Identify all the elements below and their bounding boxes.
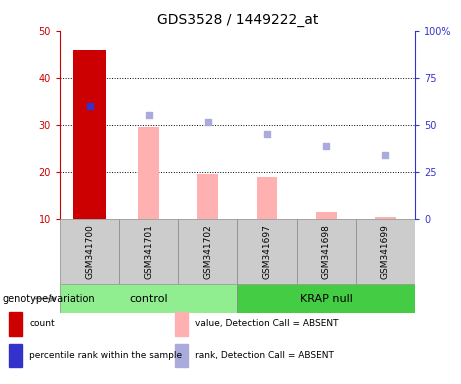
Bar xyxy=(257,177,278,219)
Text: KRAP null: KRAP null xyxy=(300,293,353,304)
Bar xyxy=(9,344,22,367)
Point xyxy=(86,103,93,109)
Point xyxy=(145,112,152,118)
Bar xyxy=(197,174,218,219)
Bar xyxy=(60,219,119,284)
Bar xyxy=(175,344,188,367)
Bar xyxy=(296,219,356,284)
Point xyxy=(322,143,330,149)
Bar xyxy=(60,284,237,313)
Text: count: count xyxy=(29,319,55,328)
Text: percentile rank within the sample: percentile rank within the sample xyxy=(29,351,182,360)
Bar xyxy=(73,50,106,219)
Text: GSM341701: GSM341701 xyxy=(144,224,153,279)
Bar xyxy=(119,219,178,284)
Text: GSM341699: GSM341699 xyxy=(381,224,390,279)
Bar xyxy=(9,312,22,336)
Text: GSM341698: GSM341698 xyxy=(322,224,331,279)
Bar xyxy=(316,212,337,219)
Title: GDS3528 / 1449222_at: GDS3528 / 1449222_at xyxy=(157,13,318,27)
Bar xyxy=(178,219,237,284)
Bar xyxy=(237,284,415,313)
Text: genotype/variation: genotype/variation xyxy=(2,293,95,304)
Bar xyxy=(237,219,296,284)
Bar xyxy=(138,127,159,219)
Text: GSM341697: GSM341697 xyxy=(262,224,272,279)
Point xyxy=(263,131,271,137)
Text: rank, Detection Call = ABSENT: rank, Detection Call = ABSENT xyxy=(195,351,334,360)
Text: value, Detection Call = ABSENT: value, Detection Call = ABSENT xyxy=(195,319,338,328)
Bar xyxy=(356,219,415,284)
Text: control: control xyxy=(130,293,168,304)
Bar xyxy=(175,312,188,336)
Point xyxy=(204,119,212,126)
Point xyxy=(382,152,389,159)
Text: GSM341700: GSM341700 xyxy=(85,224,94,279)
Bar xyxy=(375,217,396,219)
Text: GSM341702: GSM341702 xyxy=(203,224,213,279)
